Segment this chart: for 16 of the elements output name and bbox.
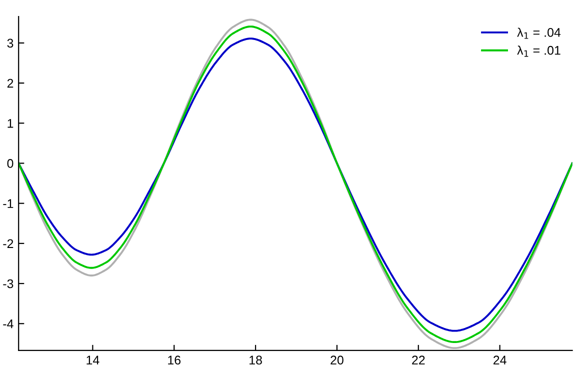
y-tick-label: 2 (7, 78, 14, 88)
x-tick-label: 20 (330, 356, 344, 365)
x-tick-label: 24 (493, 356, 506, 364)
y-tick-label: -3 (3, 279, 14, 288)
x-tick-label: 14 (86, 356, 100, 364)
y-tick-label: 3 (7, 38, 14, 48)
legend-label: λ$_{1}$ = .01 (517, 46, 560, 57)
y-tick-label: 1 (8, 119, 14, 128)
legend-label: λ$_{1}$ = .04 (517, 28, 561, 39)
x-tick-label: 16 (168, 356, 181, 365)
y-tick-label: -2 (3, 239, 14, 248)
x-tick-label: 18 (250, 356, 262, 365)
y-tick-label: -4 (3, 320, 14, 328)
x-tick-label: 22 (412, 356, 425, 364)
y-tick-label: 0 (7, 159, 14, 168)
y-tick-label: -1 (3, 199, 14, 208)
